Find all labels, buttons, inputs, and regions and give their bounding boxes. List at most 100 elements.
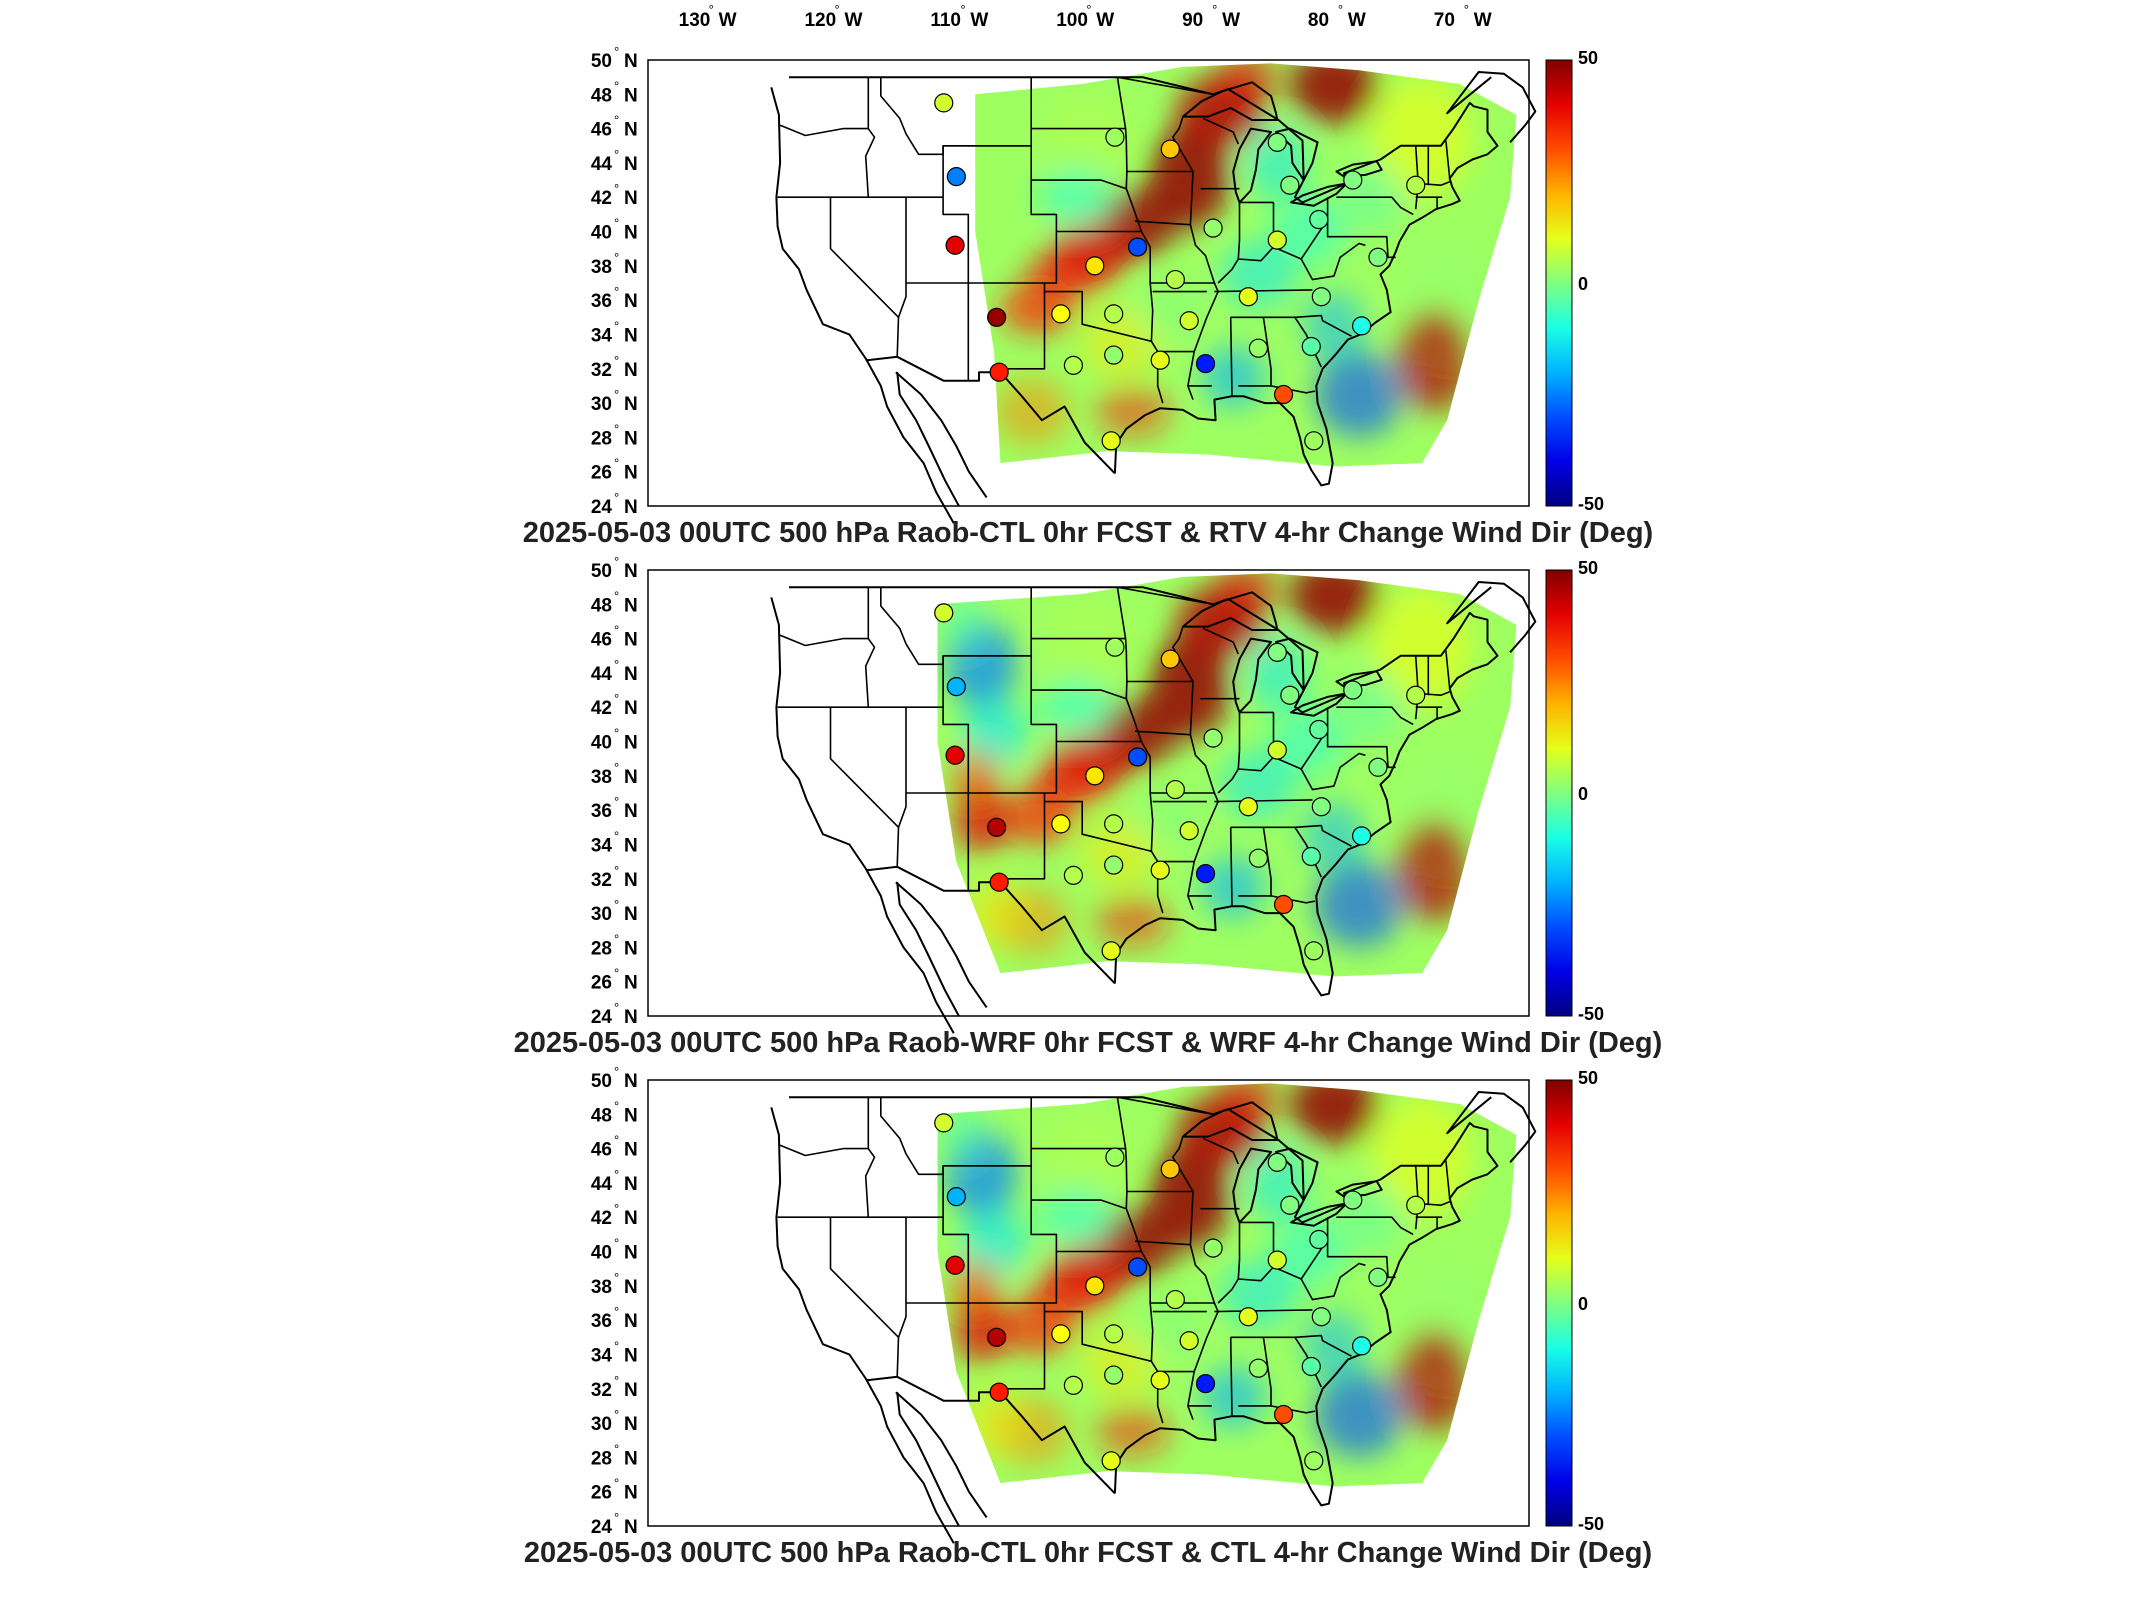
lat-tick-label: 28 ° N bbox=[591, 1441, 638, 1469]
svg-text:34: 34 bbox=[591, 1345, 613, 1366]
raob-station-marker bbox=[1101, 1451, 1121, 1471]
lat-tick-label: 48 ° N bbox=[591, 588, 638, 616]
raob-station-marker bbox=[1309, 209, 1329, 230]
svg-text:36: 36 bbox=[591, 1311, 612, 1332]
svg-text:W: W bbox=[1096, 10, 1114, 31]
raob-station-marker bbox=[1304, 431, 1324, 451]
svg-text:N: N bbox=[624, 1483, 638, 1504]
raob-station-marker bbox=[1085, 1276, 1105, 1296]
svg-text:N: N bbox=[624, 698, 638, 719]
svg-text:°: ° bbox=[614, 421, 619, 436]
raob-station-marker bbox=[1238, 1307, 1258, 1327]
lat-tick-label: 38 ° N bbox=[591, 1270, 638, 1298]
svg-text:W: W bbox=[1474, 10, 1492, 31]
svg-text:°: ° bbox=[614, 1133, 619, 1148]
raob-station-marker bbox=[946, 677, 966, 697]
longitude-axis: 130°W 120°W 110°W 100°W 90°W 80°W 70°W bbox=[679, 2, 1492, 31]
raob-station-marker bbox=[1203, 218, 1223, 238]
raob-station-marker bbox=[1063, 355, 1083, 375]
svg-text:°: ° bbox=[614, 760, 619, 775]
raob-station-marker bbox=[1085, 766, 1105, 786]
svg-text:110: 110 bbox=[930, 10, 961, 31]
lat-tick-label: 38 ° N bbox=[591, 760, 638, 788]
svg-text:46: 46 bbox=[591, 120, 612, 141]
raob-station-marker bbox=[1368, 757, 1388, 777]
lat-tick-label: 50 ° N bbox=[591, 1064, 638, 1092]
raob-stations bbox=[934, 1113, 1426, 1471]
raob-station-marker bbox=[1195, 1374, 1216, 1394]
svg-text:90: 90 bbox=[1182, 10, 1203, 31]
raob-station-marker bbox=[1267, 230, 1287, 250]
map-frame bbox=[647, 1079, 1530, 1527]
svg-text:44: 44 bbox=[591, 1174, 613, 1195]
colorbar-tick-label: -50 bbox=[1578, 1004, 1604, 1024]
raob-station-marker bbox=[1085, 256, 1105, 276]
raob-station-marker bbox=[1150, 350, 1170, 370]
colorbar-tick-label: 0 bbox=[1578, 1294, 1588, 1314]
raob-station-marker bbox=[1280, 1195, 1300, 1215]
svg-text:N: N bbox=[624, 1243, 638, 1264]
lat-tick-label: 44 ° N bbox=[591, 147, 638, 175]
svg-text:32: 32 bbox=[591, 870, 612, 891]
raob-station-marker bbox=[1304, 1451, 1324, 1471]
svg-text:N: N bbox=[624, 1174, 638, 1195]
svg-text:N: N bbox=[624, 463, 638, 484]
lat-tick-label: 42 ° N bbox=[591, 181, 638, 209]
svg-text:N: N bbox=[624, 835, 638, 856]
svg-text:30: 30 bbox=[591, 394, 612, 415]
svg-text:N: N bbox=[624, 1071, 638, 1092]
svg-text:°: ° bbox=[614, 554, 619, 569]
map-frame bbox=[647, 569, 1530, 1017]
svg-text:°: ° bbox=[614, 623, 619, 638]
svg-text:30: 30 bbox=[591, 1414, 612, 1435]
raob-station-marker bbox=[1051, 814, 1071, 834]
svg-text:°: ° bbox=[614, 1476, 619, 1491]
svg-text:70: 70 bbox=[1434, 10, 1455, 31]
svg-text:50: 50 bbox=[591, 51, 612, 72]
lat-tick-label: 36 ° N bbox=[591, 284, 638, 312]
lat-tick-label: 50 ° N bbox=[591, 554, 638, 582]
lat-tick-label: 30 ° N bbox=[591, 897, 638, 925]
svg-text:°: ° bbox=[614, 863, 619, 878]
svg-text:28: 28 bbox=[591, 428, 612, 449]
raob-station-marker bbox=[1051, 304, 1071, 324]
svg-text:34: 34 bbox=[591, 325, 613, 346]
raob-station-marker bbox=[1301, 846, 1321, 867]
svg-text:°: ° bbox=[614, 1441, 619, 1456]
raob-station-marker bbox=[989, 362, 1009, 382]
raob-station-marker bbox=[1063, 1375, 1083, 1395]
raob-station-marker bbox=[1309, 719, 1329, 740]
svg-text:120: 120 bbox=[804, 10, 836, 31]
svg-text:°: ° bbox=[614, 966, 619, 981]
lon-tick-label: 90 ° W bbox=[1182, 2, 1240, 31]
svg-text:42: 42 bbox=[591, 1208, 612, 1229]
raob-station-marker bbox=[1104, 855, 1124, 875]
svg-text:°: ° bbox=[614, 490, 619, 505]
svg-text:W: W bbox=[1348, 10, 1366, 31]
svg-text:°: ° bbox=[614, 1510, 619, 1525]
raob-station-marker bbox=[1248, 338, 1269, 358]
map-outline bbox=[770, 1091, 1537, 1544]
raob-station-marker bbox=[946, 167, 966, 187]
raob-station-marker bbox=[1238, 797, 1258, 817]
svg-text:°: ° bbox=[1212, 2, 1217, 17]
svg-text:N: N bbox=[624, 1140, 638, 1161]
svg-text:N: N bbox=[624, 154, 638, 175]
raob-station-marker bbox=[1179, 311, 1199, 331]
svg-text:N: N bbox=[624, 1208, 638, 1229]
svg-text:N: N bbox=[624, 1277, 638, 1298]
raob-station-marker bbox=[1160, 139, 1180, 159]
svg-text:38: 38 bbox=[591, 257, 612, 278]
raob-station-marker bbox=[1311, 1307, 1331, 1327]
svg-text:40: 40 bbox=[591, 223, 612, 244]
raob-stations bbox=[934, 603, 1426, 961]
lon-tick-label: 130° W bbox=[679, 2, 737, 31]
raob-station-marker bbox=[1127, 747, 1148, 767]
raob-station-marker bbox=[1267, 740, 1287, 760]
svg-text:°: ° bbox=[614, 284, 619, 299]
raob-station-marker bbox=[1203, 728, 1223, 748]
svg-text:36: 36 bbox=[591, 291, 612, 312]
svg-text:°: ° bbox=[614, 1000, 619, 1015]
raob-station-marker bbox=[1104, 1324, 1124, 1344]
